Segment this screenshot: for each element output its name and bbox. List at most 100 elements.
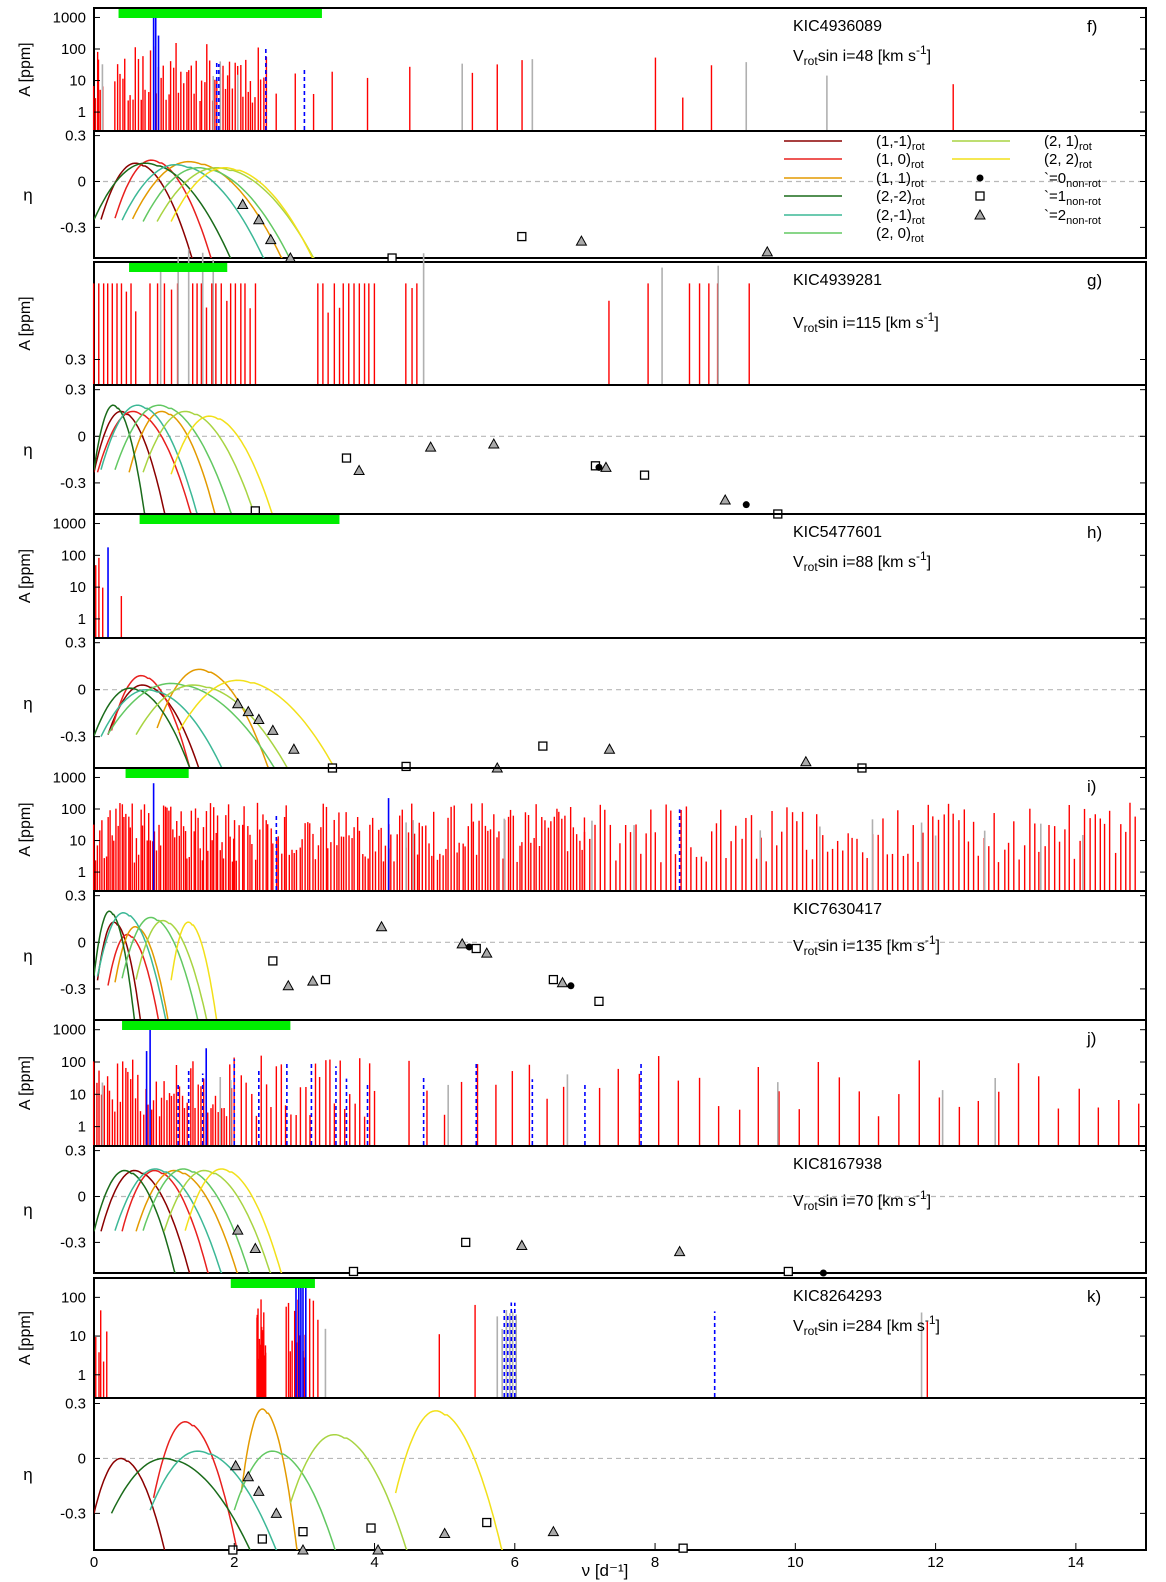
eta-curve-m11 xyxy=(94,1457,166,1550)
eta-curve-m11 xyxy=(107,684,200,768)
x-axis: 0 2 4 6 8 10 12 14 xyxy=(90,1543,1084,1571)
eta-curve-m2m1 xyxy=(100,404,199,514)
amp-frame xyxy=(93,513,1147,639)
eta-point-l0 xyxy=(742,501,750,509)
panel-i: 1000 100 10 1 A [ppm] i) 0.3 0 -0.3 η KIC7630417 Vr… xyxy=(17,767,1147,1021)
amp-axis-label: A [ppm] xyxy=(17,296,34,350)
amp-tick-label: 1000 xyxy=(53,9,86,26)
vsini-part: ] xyxy=(927,48,931,65)
eta-tick-label: 0.3 xyxy=(65,1395,86,1412)
eta-point-l2 xyxy=(547,1525,560,1537)
vsini-part: -1 xyxy=(925,1313,936,1327)
x-tick-label: 12 xyxy=(927,1554,944,1571)
eta-curve-m20 xyxy=(121,916,199,1020)
amp-tick-label: 100 xyxy=(61,801,86,818)
eta-point-l1 xyxy=(341,453,352,463)
star-name: KIC8264293 xyxy=(793,1288,882,1305)
legend-label: (2, 2)rot xyxy=(1044,151,1092,171)
amp-tick-label: 10 xyxy=(69,73,86,90)
eta-curve-m20 xyxy=(142,166,291,258)
vsini-part: rot xyxy=(804,1199,819,1213)
eta-curve-m22 xyxy=(394,1410,504,1550)
vsini-part: V xyxy=(793,938,804,955)
eta-curves xyxy=(94,404,274,514)
green-range-bar xyxy=(118,9,322,18)
legend-label: `=0non-rot xyxy=(1044,170,1101,190)
star-name: KIC8167938 xyxy=(793,1156,882,1173)
eta-point-l1 xyxy=(783,1266,793,1277)
eta-curves xyxy=(94,1408,504,1550)
vsini-part: ] xyxy=(936,938,940,955)
eta-point-l0 xyxy=(595,463,603,471)
eta-curve-m10 xyxy=(110,674,191,768)
eta-point-l2 xyxy=(252,213,265,225)
eta-tick-label: 0.3 xyxy=(65,128,86,145)
eta-point-l1 xyxy=(548,974,559,985)
legend-sub: rot xyxy=(911,233,924,245)
eta-point-l2 xyxy=(515,1239,528,1250)
legend-main: (2,-1) xyxy=(876,207,912,224)
eta-curve-m111 xyxy=(135,1169,239,1273)
eta-axis-label: η xyxy=(23,441,32,460)
star-name: KIC4936089 xyxy=(793,18,882,35)
eta-curve-m2m2 xyxy=(110,1457,252,1550)
vsini-part: sin i=48 [km s xyxy=(818,48,916,65)
legend-sub: rot xyxy=(912,215,925,227)
eta-point-l2 xyxy=(249,1242,262,1254)
amp-axis-label: A [ppm] xyxy=(17,1056,34,1110)
legend-label: (2, 0)rot xyxy=(876,225,924,245)
vsini-part: -1 xyxy=(925,933,936,947)
vsini-part: ] xyxy=(936,1318,940,1335)
legend-label: (2, 1)rot xyxy=(1044,133,1092,153)
x-tick-label: 14 xyxy=(1068,1554,1085,1571)
eta-curve-m2m1 xyxy=(96,912,167,1020)
eta-frame xyxy=(93,1397,1147,1551)
eta-curve-m10 xyxy=(107,933,160,1020)
amp-tick-label: 10 xyxy=(69,579,86,596)
legend-main: `=2 xyxy=(1044,207,1066,224)
panel-letter: g) xyxy=(1087,271,1102,290)
vsini-part: rot xyxy=(804,54,819,68)
legend-sub: rot xyxy=(1079,141,1092,153)
eta-curves xyxy=(94,1168,283,1273)
eta-curve-m21 xyxy=(142,410,256,514)
eta-point-l0 xyxy=(567,982,575,990)
amp-tick-label: 0.3 xyxy=(65,351,86,368)
eta-point-l2 xyxy=(231,697,244,709)
amp-axis-label: A [ppm] xyxy=(17,42,34,96)
eta-curve-m20 xyxy=(233,1450,337,1550)
vsini-part: -1 xyxy=(916,43,927,57)
eta-tick-label: 0 xyxy=(78,934,86,951)
eta-curve-m10 xyxy=(152,1421,239,1550)
legend-main: (2, 2) xyxy=(1044,151,1079,168)
legend-label: (1, 1)rot xyxy=(876,170,924,190)
legend-sub: non-rot xyxy=(1066,215,1101,227)
eta-tick-label: -0.3 xyxy=(60,475,86,492)
eta-curve-m22 xyxy=(170,921,218,1020)
eta-curve-m22 xyxy=(177,679,336,768)
vsini-part: sin i=88 [km s xyxy=(818,554,916,571)
eta-frame xyxy=(93,130,1147,259)
legend-main: (1, 1) xyxy=(876,170,911,187)
eta-tick-label: 0 xyxy=(78,682,86,699)
eta-point-l1 xyxy=(298,1527,308,1537)
eta-curve-m2m2 xyxy=(94,687,191,768)
eta-point-l2 xyxy=(375,920,388,932)
eta-tick-label: 0.3 xyxy=(65,382,86,399)
eta-point-l2 xyxy=(229,1459,242,1471)
eta-tick-label: 0 xyxy=(78,428,86,445)
eta-tick-label: 0 xyxy=(78,1450,86,1467)
eta-axis-label: η xyxy=(23,1201,32,1220)
star-name: KIC5477601 xyxy=(793,524,882,541)
amp-tick-label: 1 xyxy=(78,104,86,121)
legend-label: `=1non-rot xyxy=(1044,188,1101,208)
vsini-label: Vrotsin i=115 [km s-1] xyxy=(793,310,939,335)
eta-curve-m21 xyxy=(289,1433,408,1550)
eta-point-l2 xyxy=(424,441,437,452)
eta-point-l2 xyxy=(556,976,569,988)
eta-point-l1 xyxy=(387,253,397,263)
eta-point-l1 xyxy=(268,956,278,966)
legend-label: `=2non-rot xyxy=(1044,207,1101,227)
eta-curve-m111 xyxy=(131,160,283,258)
